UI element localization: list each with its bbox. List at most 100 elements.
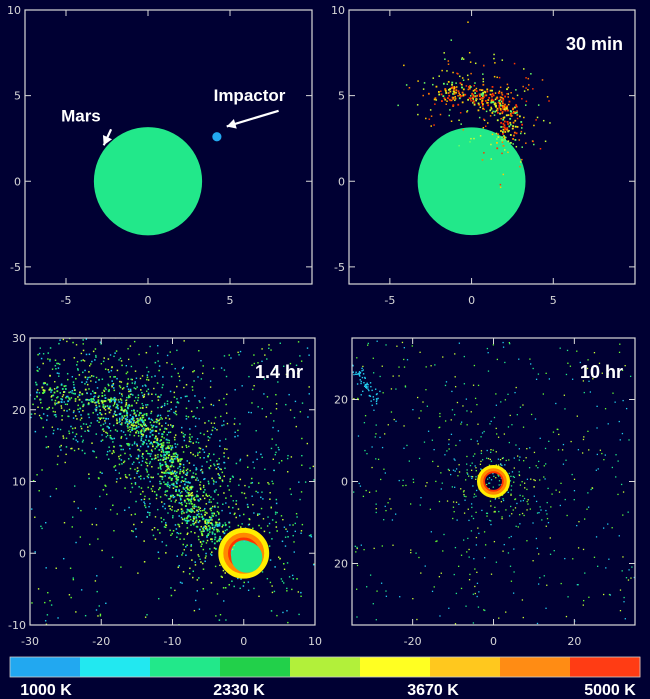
debris-particle [192, 570, 195, 573]
debris-particle [469, 61, 472, 63]
debris-particle [561, 449, 564, 451]
debris-particle [189, 438, 191, 440]
debris-particle [458, 144, 460, 147]
debris-particle [137, 457, 139, 460]
debris-particle [359, 379, 361, 381]
debris-particle [216, 530, 219, 533]
debris-particle [497, 109, 499, 111]
debris-particle [592, 378, 594, 380]
debris-particle [162, 449, 164, 452]
debris-particle [55, 488, 58, 490]
debris-particle [167, 414, 169, 417]
debris-particle [502, 173, 505, 176]
debris-particle [209, 508, 211, 510]
debris-particle [500, 117, 502, 120]
debris-particle [157, 443, 160, 446]
debris-particle [193, 503, 196, 506]
debris-particle [474, 465, 476, 467]
debris-particle [41, 407, 44, 409]
debris-particle [141, 385, 144, 387]
debris-particle [201, 472, 204, 474]
debris-particle [170, 500, 173, 502]
debris-particle [163, 518, 165, 521]
debris-particle [143, 442, 146, 444]
debris-particle [179, 465, 181, 468]
debris-particle [130, 514, 133, 516]
debris-particle [181, 367, 184, 370]
debris-particle [500, 138, 503, 141]
debris-particle [115, 350, 118, 352]
debris-particle [520, 500, 522, 502]
debris-particle [187, 500, 190, 502]
debris-particle [99, 412, 101, 414]
debris-particle [91, 375, 93, 377]
debris-particle [196, 590, 198, 592]
debris-particle [444, 98, 447, 101]
debris-particle [445, 92, 448, 94]
debris-particle [506, 127, 509, 130]
debris-particle [120, 445, 123, 447]
debris-particle [525, 142, 527, 144]
debris-particle [211, 522, 213, 525]
debris-particle [523, 482, 526, 484]
debris-particle [359, 371, 362, 374]
debris-particle [450, 39, 453, 41]
x-tick-label: -10 [164, 635, 182, 648]
debris-particle [478, 103, 481, 106]
debris-particle [122, 410, 125, 412]
debris-particle [219, 477, 221, 480]
debris-particle [514, 498, 517, 500]
debris-particle [202, 406, 204, 409]
debris-particle [88, 473, 90, 475]
debris-particle [203, 451, 206, 454]
debris-particle [132, 421, 135, 424]
debris-particle [199, 401, 201, 403]
debris-particle [159, 480, 161, 483]
debris-particle [85, 423, 88, 425]
debris-particle [87, 426, 89, 428]
debris-particle [166, 452, 168, 455]
debris-particle [154, 516, 157, 518]
debris-particle [71, 376, 74, 378]
debris-particle [455, 82, 457, 84]
debris-particle [99, 417, 101, 420]
debris-particle [376, 399, 378, 401]
debris-particle [364, 384, 367, 386]
debris-particle [195, 516, 197, 518]
debris-particle [372, 603, 374, 605]
debris-particle [502, 122, 505, 125]
debris-particle [477, 527, 479, 529]
debris-particle [196, 454, 199, 456]
debris-particle [195, 525, 198, 528]
debris-particle [137, 431, 140, 433]
debris-particle [484, 609, 486, 612]
debris-particle [212, 404, 215, 407]
debris-particle [550, 506, 552, 508]
debris-particle [140, 419, 143, 422]
debris-particle [452, 104, 455, 107]
debris-particle [251, 495, 253, 497]
debris-particle [578, 521, 580, 523]
debris-particle [120, 407, 123, 410]
debris-particle [455, 468, 458, 470]
debris-particle [113, 396, 116, 399]
debris-particle [169, 476, 171, 478]
debris-particle [137, 469, 140, 472]
debris-particle [163, 458, 166, 461]
debris-particle [435, 99, 438, 101]
debris-particle [547, 487, 549, 490]
debris-particle [268, 344, 270, 346]
debris-particle [530, 363, 532, 365]
debris-particle [73, 410, 75, 412]
debris-particle [473, 100, 475, 103]
debris-particle [625, 577, 628, 579]
debris-particle [163, 456, 165, 459]
debris-particle [46, 614, 49, 616]
debris-particle [463, 512, 466, 514]
debris-particle [287, 621, 289, 624]
debris-particle [507, 491, 509, 494]
debris-particle [133, 410, 135, 412]
debris-particle [75, 377, 77, 380]
debris-particle [176, 455, 178, 458]
debris-particle [140, 437, 143, 439]
